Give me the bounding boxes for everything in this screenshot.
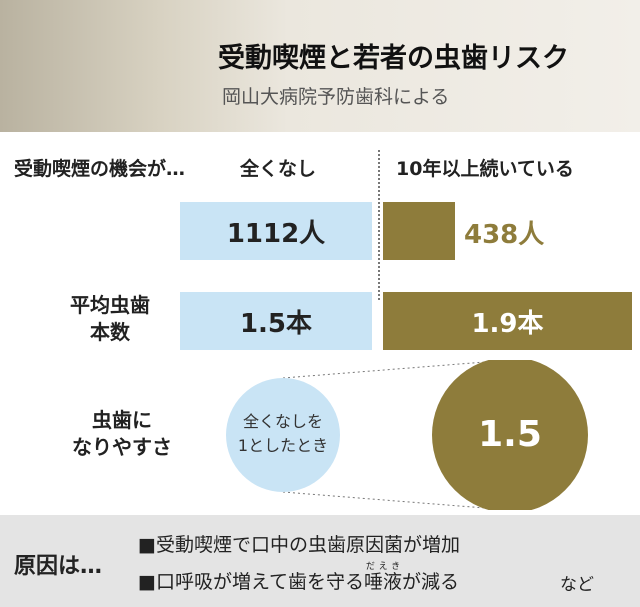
long-teeth: 1.9本 <box>383 292 632 350</box>
cause: ■口呼吸が増えて歯を守る唾液だえきが減る <box>138 562 459 594</box>
label-line: 本数 <box>90 320 130 344</box>
cause-text: ■口呼吸が増えて歯を守る <box>138 571 365 593</box>
column-none: 全くなし <box>240 158 317 180</box>
row-label: 虫歯に なりやすさ <box>72 407 172 461</box>
subtitle: 岡山大病院予防歯科による <box>222 86 450 108</box>
long-count: 438人 <box>464 220 545 250</box>
cause: ■受動喫煙で口中の虫歯原因菌が増加 <box>138 534 460 556</box>
cause-text: が減る <box>402 571 460 593</box>
long-box <box>383 202 455 260</box>
risk-value: 1.5 <box>478 414 542 455</box>
none-circle <box>226 378 340 492</box>
causes-title: 原因は… <box>14 554 103 579</box>
note-line: 1としたとき <box>237 436 329 455</box>
ruby-text: だえき <box>364 562 403 572</box>
label-line: 平均虫歯 <box>70 293 150 317</box>
none-count: 1112人 <box>180 202 372 260</box>
divider <box>378 150 380 300</box>
ruby-base: 唾液 <box>364 571 403 593</box>
none-teeth: 1.5本 <box>180 292 372 350</box>
note-line: 全くなしを <box>242 412 323 431</box>
long-circle <box>432 360 588 510</box>
row-label: 平均虫歯 本数 <box>70 292 150 346</box>
note: 全くなしを 1としたとき <box>226 410 340 458</box>
title: 受動喫煙と若者の虫歯リスク <box>218 43 569 74</box>
column-label: 受動喫煙の機会が… <box>14 158 186 180</box>
risk-graphic <box>226 360 588 510</box>
label-line: 虫歯に <box>92 408 152 432</box>
suffix: など <box>560 575 594 595</box>
ruby: 唾液だえき <box>364 562 403 593</box>
causes-band <box>0 515 640 607</box>
label-line: なりやすさ <box>72 435 172 459</box>
column-long: 10年以上続いている <box>396 158 574 180</box>
header-band <box>0 0 640 132</box>
